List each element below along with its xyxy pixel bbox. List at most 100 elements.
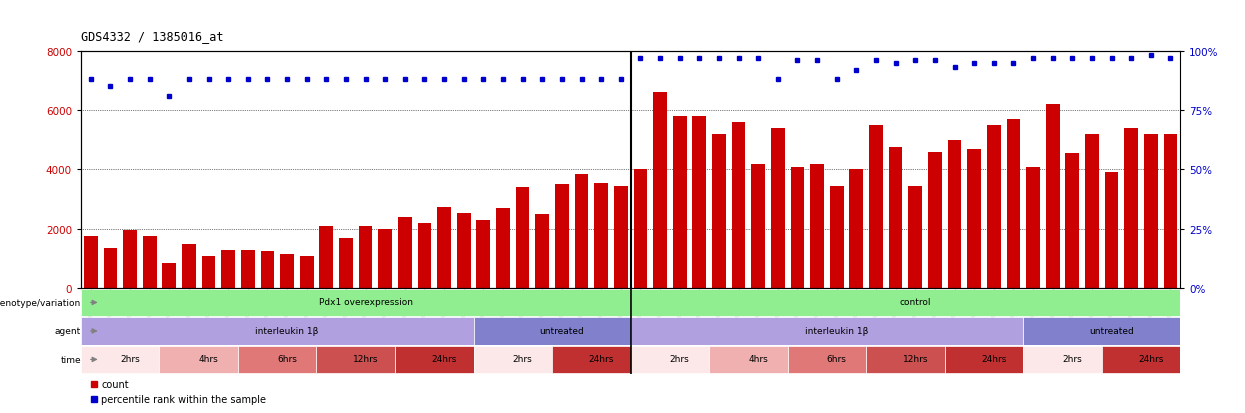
Text: untreated: untreated — [539, 326, 584, 335]
Bar — [1046, 105, 1059, 289]
Bar — [1026, 167, 1040, 289]
Text: 6hrs: 6hrs — [278, 354, 298, 363]
Bar — [320, 226, 334, 289]
Bar — [496, 209, 510, 289]
Text: agent: agent — [55, 327, 81, 336]
Bar — [1104, 173, 1118, 289]
Bar — [238, 346, 316, 373]
Bar — [945, 346, 1023, 373]
Text: 24hrs: 24hrs — [1138, 354, 1164, 363]
Bar — [81, 318, 473, 345]
Bar — [672, 117, 686, 289]
Bar — [830, 186, 844, 289]
Text: genotype/variation: genotype/variation — [0, 298, 81, 307]
Bar — [81, 289, 630, 316]
Bar — [1066, 154, 1079, 289]
Bar — [202, 256, 215, 289]
Bar — [1006, 120, 1020, 289]
Text: time: time — [60, 355, 81, 364]
Bar — [1144, 135, 1158, 289]
Bar — [771, 128, 784, 289]
Bar — [712, 135, 726, 289]
Bar — [634, 170, 647, 289]
Text: 2hrs: 2hrs — [670, 354, 690, 363]
Bar — [473, 318, 630, 345]
Bar — [1124, 128, 1138, 289]
Bar — [810, 164, 824, 289]
Bar — [552, 346, 630, 373]
Bar — [83, 237, 97, 289]
Bar — [222, 250, 235, 289]
Bar — [280, 254, 294, 289]
Bar — [1086, 135, 1099, 289]
Bar — [692, 117, 706, 289]
Bar — [869, 126, 883, 289]
Bar — [417, 223, 431, 289]
Bar — [1164, 135, 1178, 289]
Bar — [928, 152, 941, 289]
Bar — [81, 346, 159, 373]
Bar — [575, 175, 589, 289]
Bar — [143, 237, 157, 289]
Bar — [867, 346, 945, 373]
Bar — [889, 148, 903, 289]
Text: 2hrs: 2hrs — [1062, 354, 1082, 363]
Text: 2hrs: 2hrs — [120, 354, 139, 363]
Text: 24hrs: 24hrs — [432, 354, 457, 363]
Bar — [1102, 346, 1180, 373]
Text: 2hrs: 2hrs — [513, 354, 533, 363]
Bar — [300, 256, 314, 289]
Bar — [457, 213, 471, 289]
Bar — [182, 244, 195, 289]
Text: 6hrs: 6hrs — [827, 354, 847, 363]
Text: untreated: untreated — [1089, 326, 1134, 335]
Text: 4hrs: 4hrs — [199, 354, 218, 363]
Text: 12hrs: 12hrs — [903, 354, 928, 363]
Bar — [339, 238, 352, 289]
Text: 12hrs: 12hrs — [352, 354, 378, 363]
Text: GDS4332 / 1385016_at: GDS4332 / 1385016_at — [81, 31, 223, 43]
Bar — [1023, 318, 1180, 345]
Bar — [987, 126, 1001, 289]
Bar — [791, 167, 804, 289]
Bar — [437, 207, 451, 289]
Bar — [630, 318, 1023, 345]
Bar — [849, 170, 863, 289]
Bar — [242, 250, 255, 289]
Text: 4hrs: 4hrs — [748, 354, 768, 363]
Bar — [162, 263, 176, 289]
Bar — [535, 214, 549, 289]
Text: interleukin 1β: interleukin 1β — [806, 326, 869, 335]
Bar — [477, 221, 491, 289]
Text: 24hrs: 24hrs — [589, 354, 614, 363]
Bar — [751, 164, 766, 289]
Bar — [967, 150, 981, 289]
Bar — [378, 229, 392, 289]
Bar — [103, 249, 117, 289]
Bar — [1023, 346, 1102, 373]
Bar — [654, 93, 667, 289]
Text: 24hrs: 24hrs — [981, 354, 1006, 363]
Text: interleukin 1β: interleukin 1β — [255, 326, 319, 335]
Bar — [398, 217, 412, 289]
Bar — [909, 186, 923, 289]
Bar — [473, 346, 552, 373]
Legend: count, percentile rank within the sample: count, percentile rank within the sample — [86, 375, 270, 408]
Bar — [788, 346, 867, 373]
Bar — [630, 346, 710, 373]
Bar — [732, 123, 746, 289]
Bar — [515, 188, 529, 289]
Bar — [594, 183, 608, 289]
Bar — [395, 346, 473, 373]
Bar — [123, 231, 137, 289]
Bar — [359, 226, 372, 289]
Bar — [947, 140, 961, 289]
Bar — [614, 186, 627, 289]
Bar — [555, 185, 569, 289]
Bar — [630, 289, 1180, 316]
Bar — [710, 346, 788, 373]
Bar — [316, 346, 395, 373]
Text: Pdx1 overexpression: Pdx1 overexpression — [319, 298, 412, 306]
Text: control: control — [899, 298, 931, 306]
Bar — [260, 252, 274, 289]
